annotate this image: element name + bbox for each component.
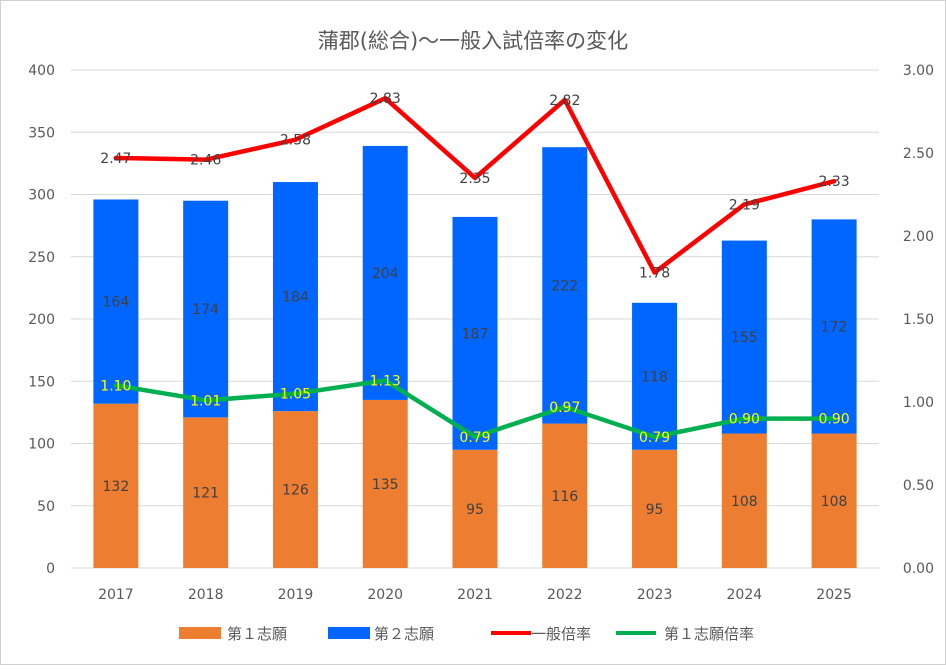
bar-data-label: 135 [372,477,399,493]
bar-first-choice [542,423,588,568]
bar-data-label: 126 [282,483,309,499]
x-axis-tick-label: 2020 [367,587,403,603]
line-data-label: 2.46 [190,153,221,169]
bar-data-label: 155 [731,330,758,346]
x-axis-tick-label: 2018 [188,587,224,603]
legend-label: 一般倍率 [531,625,591,643]
x-axis-tick-label: 2022 [547,587,583,603]
x-axis-tick-label: 2023 [637,587,673,603]
right-axis-tick-label: 3.00 [903,63,934,79]
bar-first-choice [362,399,408,568]
bar-data-label: 116 [551,489,578,505]
bar-first-choice [183,417,229,568]
bar-data-label: 118 [641,369,668,385]
line-data-label: 0.79 [639,430,670,446]
right-axis-tick-label: 0.00 [903,561,934,577]
right-axis-tick-label: 0.50 [903,478,934,494]
bar-second-choice [183,200,229,418]
bar-second-choice [542,147,588,424]
line-data-label: 0.90 [819,412,850,428]
bar-data-label: 108 [731,494,758,510]
right-axis-tick-label: 1.00 [903,395,934,411]
line-data-label: 0.79 [459,430,490,446]
general-ratio-line [113,95,837,275]
bar-second-choice [811,219,857,434]
legend-swatch [179,627,221,639]
bar-first-choice [632,449,678,568]
x-axis-ticks: 2017 2018 2019 2020 2021 2022 2023 2024 2025 [98,587,852,603]
bar-data-label: 174 [192,302,219,318]
left-axis-tick-label: 100 [28,437,55,453]
bar-second-choice [721,240,767,434]
legend: 第１志願 第２志願 一般倍率 第１志願倍率 [179,625,754,643]
bar-first-choice [452,449,498,568]
bar-data-label: 187 [462,326,489,342]
line-data-label: 2.47 [100,151,131,167]
bar-second-choice [93,199,139,404]
left-axis-tick-label: 200 [28,312,55,328]
bar-first-choice [721,433,767,568]
bar-data-label: 108 [821,494,848,510]
line-data-label: 2.83 [370,91,401,107]
bar-first-choice [272,411,318,568]
bar-data-label: 164 [103,295,130,311]
bar-second-choice [362,145,408,400]
line-data-label: 2.58 [280,133,311,149]
x-axis-tick-label: 2017 [98,587,134,603]
bar-data-label: 132 [103,479,130,495]
chart-title: 蒲郡(総合)〜一般入試倍率の変化 [318,29,628,53]
line-data-label: 0.90 [729,412,760,428]
line-data-label: 1.10 [100,378,131,394]
bar-data-label: 222 [551,278,578,294]
first-choice-ratio-line [113,378,837,440]
x-axis-tick-label: 2019 [278,587,314,603]
line-data-label: 2.82 [549,93,580,109]
right-axis-tick-label: 2.50 [903,146,934,162]
left-axis-tick-label: 300 [28,188,55,204]
x-axis-tick-label: 2025 [816,587,852,603]
right-axis-tick-label: 1.50 [903,312,934,328]
bar-data-label: 204 [372,266,399,282]
right-axis-ticks: 0.00 0.50 1.00 1.50 2.00 2.50 3.00 [903,63,934,577]
bar-second-choice [272,182,318,412]
line-data-labels: 2.47 2.46 2.58 2.83 2.35 2.82 1.78 2.19 2.33 1.10… [100,91,849,446]
legend-label: 第１志願倍率 [664,625,754,643]
left-axis-tick-label: 50 [37,499,55,515]
bar-second-choice [632,302,678,450]
bar-data-labels: 132 164 121 174 126 184 135 204 95 187 116 222 95 118… [103,266,848,518]
left-axis-tick-label: 350 [28,125,55,141]
left-axis-tick-label: 400 [28,63,55,79]
x-axis-tick-label: 2024 [727,587,763,603]
left-axis-tick-label: 150 [28,374,55,390]
line-data-label: 2.19 [729,197,760,213]
line-data-label: 1.01 [190,393,221,409]
bar-data-label: 121 [192,486,219,502]
bar-data-label: 95 [646,502,664,518]
bar-first-choice [811,433,857,568]
bar-first-choice [93,403,139,568]
left-axis-tick-label: 250 [28,250,55,266]
line-data-label: 1.13 [370,373,401,389]
legend-label: 第１志願 [227,625,287,643]
left-axis-ticks: 0 50 100 150 200 250 300 350 400 [28,63,55,577]
left-axis-tick-label: 0 [46,561,55,577]
bar-second-choice [452,216,498,450]
line-data-label: 1.05 [280,387,311,403]
legend-swatch [328,627,370,639]
line-data-label: 2.33 [819,174,850,190]
x-axis-tick-label: 2021 [457,587,493,603]
right-axis-tick-label: 2.00 [903,229,934,245]
legend-label: 第２志願 [374,625,434,643]
bar-data-label: 184 [282,290,309,306]
line-series [113,95,837,440]
bar-data-label: 172 [821,319,848,335]
bar-data-label: 95 [466,502,484,518]
line-data-label: 2.35 [459,171,490,187]
bar-series [93,145,857,568]
line-data-label: 0.97 [549,400,580,416]
line-data-label: 1.78 [639,266,670,282]
